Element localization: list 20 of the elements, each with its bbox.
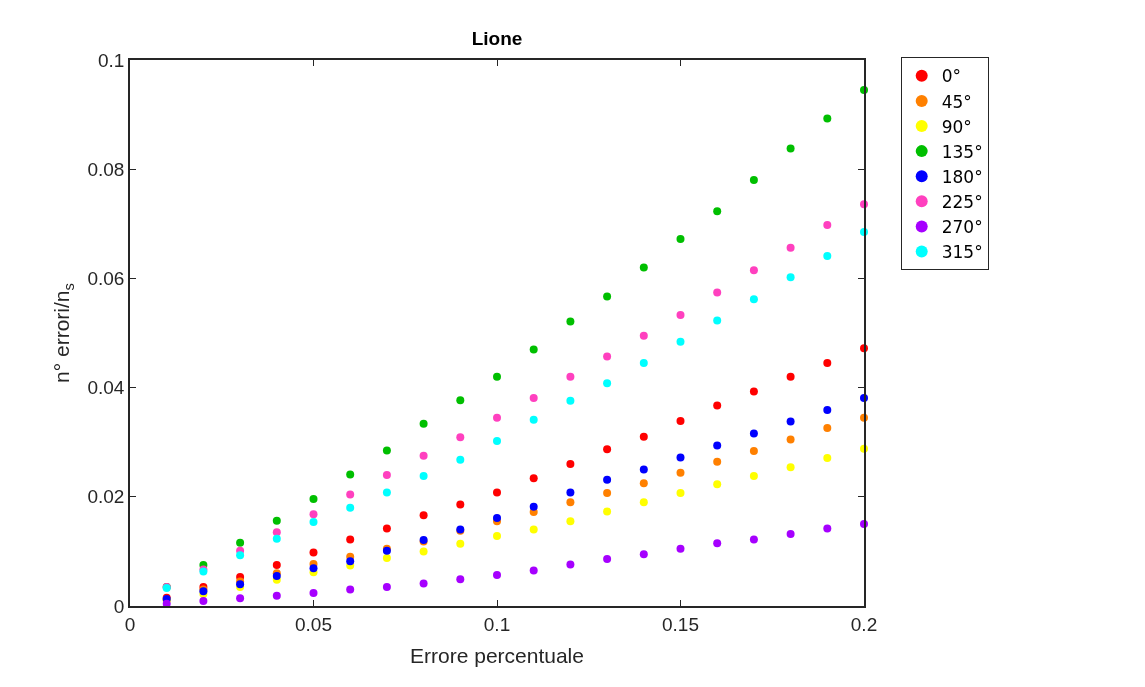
legend-label: 315°: [941, 242, 983, 263]
legend-label: 45°: [941, 91, 972, 112]
x-tick-label: 0.1: [483, 613, 511, 635]
legend-label: 225°: [941, 191, 983, 212]
y-tick-label: 0: [113, 595, 125, 617]
y-tick-label: 0.06: [87, 268, 125, 290]
legend-label: 0°: [941, 66, 962, 87]
y-tick-label: 0.1: [98, 49, 125, 71]
y-tick-label: 0.08: [87, 158, 125, 180]
x-tick-label: 0.05: [295, 613, 332, 635]
chart-title: Lione: [471, 27, 523, 49]
y-tick-label: 0.04: [87, 377, 125, 399]
y-tick-label: 0.02: [87, 486, 125, 508]
x-tick-label: 0.2: [850, 613, 878, 635]
x-tick-label: 0.15: [662, 613, 699, 635]
legend-label: 270°: [941, 217, 983, 238]
legend-label: 180°: [941, 166, 983, 187]
x-axis-title: Errore percentuale: [410, 644, 584, 668]
legend-label: 90°: [941, 116, 972, 137]
legend-label: 135°: [941, 141, 983, 162]
